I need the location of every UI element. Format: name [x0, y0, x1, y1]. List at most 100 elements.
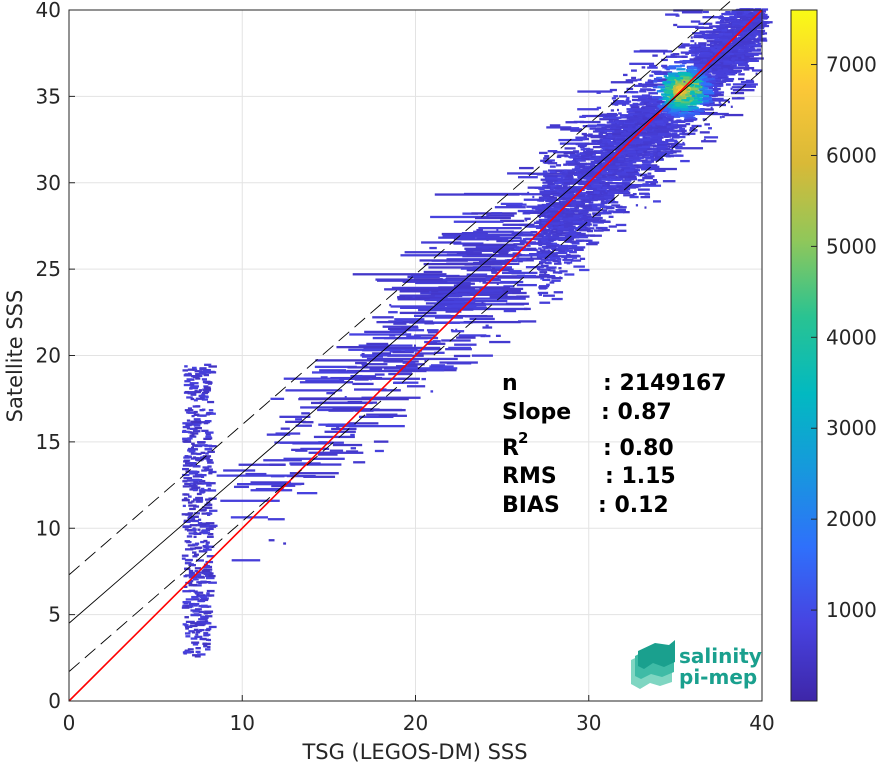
density-cell	[463, 243, 516, 246]
density-cell	[575, 197, 583, 200]
density-cell	[681, 82, 686, 85]
density-cell	[190, 397, 195, 401]
density-cell	[540, 228, 550, 232]
density-cell	[658, 127, 662, 131]
x-tick-label: 30	[576, 711, 601, 735]
density-cell	[702, 10, 709, 14]
density-cell	[191, 641, 200, 644]
density-cell	[202, 466, 210, 469]
density-cell	[353, 461, 366, 464]
density-cell	[187, 648, 194, 651]
y-tick-label: 20	[36, 344, 61, 368]
density-cell	[576, 153, 585, 156]
density-cell	[620, 129, 624, 133]
density-cell	[586, 153, 593, 157]
density-cell	[551, 276, 563, 280]
density-cell	[698, 22, 713, 25]
density-cell	[315, 359, 404, 362]
density-cell	[580, 154, 590, 158]
density-cell	[703, 138, 706, 142]
density-cell	[711, 65, 717, 68]
density-cell	[375, 278, 431, 281]
density-cell	[542, 170, 548, 173]
density-cell	[539, 271, 545, 274]
density-cell	[709, 25, 722, 28]
density-cell	[547, 216, 567, 219]
density-cell	[700, 108, 705, 111]
density-cell	[216, 474, 299, 477]
density-cell	[626, 170, 638, 174]
density-cell	[615, 205, 623, 208]
density-cell	[637, 99, 649, 102]
density-cell	[347, 366, 407, 369]
density-cell	[191, 515, 199, 518]
density-cell	[255, 487, 284, 491]
density-cell	[577, 156, 585, 160]
density-cell	[344, 395, 347, 399]
density-cell	[552, 248, 558, 251]
density-cell	[501, 271, 538, 275]
logo-line-1: salinity	[679, 644, 762, 668]
density-cell	[605, 125, 608, 129]
density-cell	[491, 212, 503, 215]
density-cell	[652, 54, 658, 57]
density-cell	[544, 206, 552, 209]
density-cell	[743, 57, 764, 60]
density-cell	[202, 565, 210, 569]
density-cell	[593, 150, 603, 153]
density-cell	[681, 94, 686, 97]
density-cell	[563, 182, 576, 185]
density-cell	[183, 383, 191, 387]
density-cell	[205, 522, 215, 525]
density-cell	[207, 533, 214, 536]
density-cell	[654, 156, 663, 159]
density-cell	[528, 252, 547, 256]
density-cell	[656, 123, 666, 126]
density-cell	[563, 152, 576, 155]
density-cell	[652, 144, 657, 147]
density-cell	[673, 87, 678, 90]
density-cell	[206, 545, 215, 548]
density-cell	[189, 507, 196, 511]
density-cell	[749, 23, 757, 26]
density-cell	[703, 66, 709, 70]
density-cell	[560, 128, 583, 131]
colorbar-tick-label: 7000	[826, 53, 877, 77]
density-cell	[182, 440, 188, 443]
density-cell	[604, 144, 615, 148]
density-cell	[185, 423, 192, 427]
density-cell	[198, 610, 205, 614]
density-cell	[496, 228, 499, 232]
density-cell	[712, 28, 723, 32]
density-cell	[632, 102, 639, 106]
density-cell	[423, 262, 496, 266]
density-cell	[699, 61, 707, 64]
density-cell	[690, 100, 703, 104]
density-cell	[693, 35, 722, 39]
density-cell	[438, 236, 476, 239]
density-cell	[567, 226, 575, 230]
density-cell	[561, 255, 573, 258]
density-cell	[624, 162, 633, 166]
density-cell	[191, 478, 200, 482]
density-cell	[555, 169, 563, 173]
density-cell	[199, 525, 209, 528]
density-cell	[674, 61, 680, 64]
density-cell	[599, 166, 606, 169]
density-cell	[544, 204, 548, 207]
density-cell	[192, 610, 200, 613]
stat-slope-value: : 0.87	[601, 400, 672, 425]
density-cell	[478, 226, 522, 230]
density-cell	[551, 190, 557, 194]
density-cell	[187, 544, 196, 547]
density-cell	[546, 283, 550, 286]
density-cell	[192, 366, 197, 370]
density-cell	[355, 361, 367, 365]
density-cell	[671, 132, 678, 135]
density-cell	[677, 135, 686, 139]
density-cell	[683, 79, 694, 82]
density-cell	[713, 41, 723, 44]
density-cell	[673, 84, 678, 88]
density-cell	[184, 380, 191, 383]
density-cell	[565, 121, 578, 124]
